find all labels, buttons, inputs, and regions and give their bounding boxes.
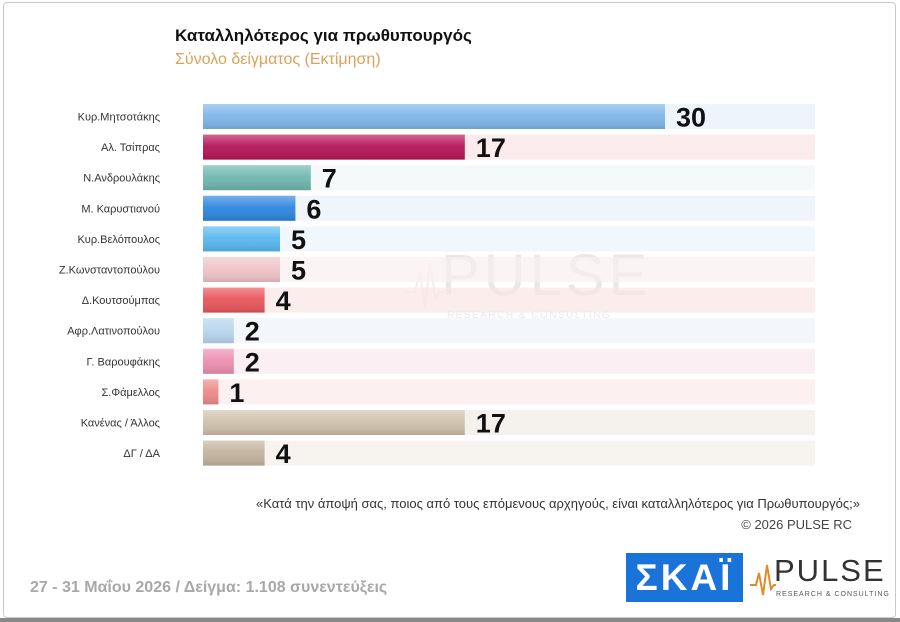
category-label: Αφρ.Λατινοπούλου bbox=[67, 326, 160, 338]
bar-gloss bbox=[203, 348, 234, 374]
bar-gloss bbox=[203, 410, 465, 435]
pulse-wave-icon bbox=[750, 564, 776, 596]
value-label: 7 bbox=[322, 164, 337, 194]
row-shade bbox=[203, 379, 815, 405]
value-label: 17 bbox=[476, 409, 506, 439]
category-label: Ν.Ανδρουλάκης bbox=[83, 173, 160, 185]
category-label: Αλ. Τσίπρας bbox=[101, 142, 160, 154]
value-label: 6 bbox=[306, 194, 321, 224]
category-label: Δ.Κουτσούμπας bbox=[82, 295, 160, 307]
category-label: Γ. Βαρουφάκης bbox=[87, 356, 160, 368]
row-shade bbox=[203, 195, 815, 221]
value-label: 1 bbox=[229, 378, 244, 408]
category-label: Κυρ.Μητσοτάκης bbox=[78, 112, 160, 124]
value-label: 5 bbox=[291, 225, 306, 255]
pulse-logo-sub: RESEARCH & CONSULTING bbox=[776, 591, 890, 598]
bar-gloss bbox=[203, 318, 234, 344]
chart-title: Καταλληλότερος για πρωθυπουργός bbox=[175, 26, 472, 45]
bar-gloss bbox=[203, 134, 465, 160]
skai-logo: ΣΚΑΪ bbox=[626, 553, 743, 602]
value-label: 5 bbox=[291, 256, 306, 286]
value-label: 17 bbox=[476, 133, 506, 163]
row-shade bbox=[203, 287, 815, 313]
row-shade bbox=[203, 348, 815, 374]
chart-subtitle: Σύνολο δείγματος (Εκτίμηση) bbox=[175, 51, 381, 68]
row-shade bbox=[203, 226, 815, 252]
pulse-logo-word: PULSE bbox=[774, 553, 886, 588]
bar-gloss bbox=[203, 195, 296, 221]
value-label: 4 bbox=[276, 439, 291, 469]
pulse-logo: PULSE RESEARCH & CONSULTING bbox=[750, 553, 889, 603]
bar-gloss bbox=[203, 287, 265, 313]
row-shade bbox=[203, 257, 815, 282]
category-label: Ζ.Κωνσταντοπούλου bbox=[59, 265, 160, 277]
value-label: 2 bbox=[245, 317, 260, 347]
survey-question: «Κατά την άποψή σας, ποιος από τους επόμ… bbox=[256, 496, 860, 511]
category-label: ΔΓ / ΔΑ bbox=[123, 448, 160, 460]
category-label: Σ.Φάμελλος bbox=[102, 387, 161, 399]
bar-gloss bbox=[203, 257, 280, 282]
bar-gloss bbox=[203, 226, 280, 252]
bar-gloss bbox=[203, 165, 311, 191]
row-shade bbox=[203, 440, 815, 466]
survey-info: 27 - 31 Μαΐου 2026 / Δείγμα: 1.108 συνεν… bbox=[30, 579, 388, 596]
bar-gloss bbox=[203, 440, 265, 466]
watermark-sub: RESEARCH & CONSULTING bbox=[447, 310, 612, 321]
bar-gloss bbox=[203, 379, 219, 405]
copyright-text: © 2026 PULSE RC bbox=[741, 517, 852, 532]
value-label: 4 bbox=[276, 286, 291, 316]
category-label: Μ. Καρυστιανού bbox=[81, 203, 160, 215]
value-label: 30 bbox=[676, 103, 706, 133]
category-label: Κυρ.Βελόπουλος bbox=[77, 234, 160, 246]
value-label: 2 bbox=[245, 347, 260, 377]
bottom-divider bbox=[0, 618, 900, 622]
row-shade bbox=[203, 318, 815, 344]
category-label: Κανένας / Άλλος bbox=[81, 418, 160, 430]
bar-gloss bbox=[203, 104, 665, 129]
